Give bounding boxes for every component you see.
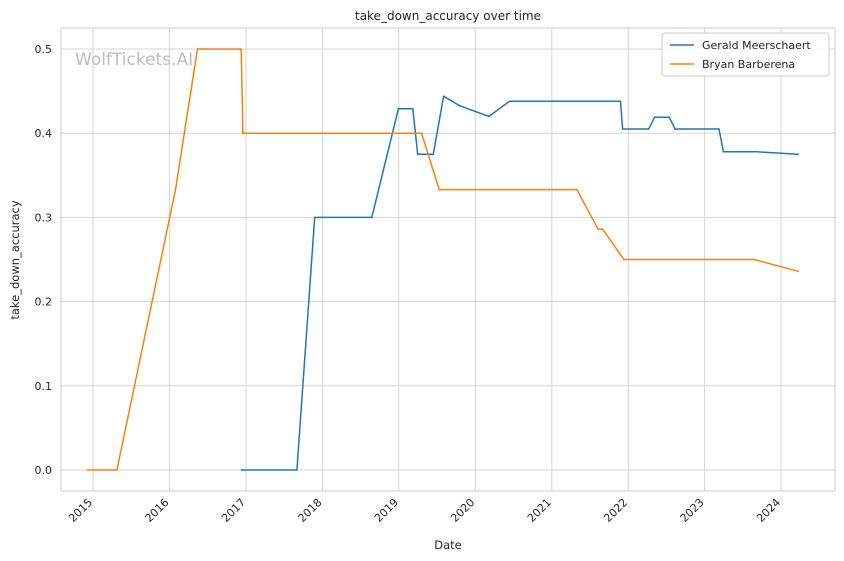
data-point-gerald-meerschaert bbox=[397, 108, 400, 110]
legend-label-bryan-barberena: Bryan Barberena bbox=[702, 58, 795, 71]
data-point-gerald-meerschaert bbox=[371, 216, 373, 219]
data-point-gerald-meerschaert bbox=[722, 150, 725, 153]
x-tick-label: 2024 bbox=[754, 496, 783, 525]
data-point-gerald-meerschaert bbox=[647, 128, 650, 130]
legend-box bbox=[661, 32, 830, 77]
data-point-gerald-meerschaert bbox=[296, 469, 298, 471]
x-tick-labels: 2015 2016 2017 2018 2019 2020 2021 2022 2023 2024 bbox=[66, 496, 783, 525]
data-point-bryan-barberena bbox=[797, 270, 799, 273]
data-point-bryan-barberena bbox=[438, 188, 441, 191]
data-point-bryan-barberena bbox=[753, 258, 755, 261]
data-point-bryan-barberena bbox=[242, 132, 244, 135]
data-point-bryan-barberena bbox=[420, 132, 423, 135]
y-tick-label: 0.0 bbox=[35, 464, 53, 477]
data-point-gerald-meerschaert bbox=[240, 469, 243, 471]
data-point-bryan-barberena bbox=[174, 188, 177, 191]
x-tick-label: 2017 bbox=[219, 496, 248, 525]
data-point-bryan-barberena bbox=[86, 469, 89, 471]
data-point-gerald-meerschaert bbox=[442, 95, 445, 97]
x-tick-label: 2015 bbox=[66, 496, 95, 525]
y-axis-label: take_down_accuracy bbox=[8, 200, 22, 319]
series-layer bbox=[86, 48, 799, 471]
data-point-gerald-meerschaert bbox=[621, 128, 624, 130]
data-point-gerald-meerschaert bbox=[718, 128, 720, 130]
data-point-gerald-meerschaert bbox=[797, 153, 799, 156]
data-point-gerald-meerschaert bbox=[754, 150, 757, 153]
series-line-gerald-meerschaert bbox=[241, 95, 799, 471]
x-axis-label: Date bbox=[434, 538, 462, 552]
y-tick-labels: 0.0 0.1 0.2 0.3 0.4 0.5 bbox=[35, 43, 53, 477]
y-tick-label: 0.3 bbox=[35, 211, 53, 224]
data-point-gerald-meerschaert bbox=[674, 128, 676, 130]
y-tick-label: 0.4 bbox=[35, 127, 53, 140]
y-tick-label: 0.5 bbox=[35, 43, 53, 56]
data-point-gerald-meerschaert bbox=[619, 100, 622, 103]
data-point-bryan-barberena bbox=[240, 48, 243, 50]
data-point-bryan-barberena bbox=[576, 188, 578, 191]
x-tick-label: 2019 bbox=[372, 496, 401, 525]
data-point-gerald-meerschaert bbox=[313, 216, 316, 219]
legend-label-gerald-meerschaert: Gerald Meerschaert bbox=[702, 39, 811, 52]
data-point-bryan-barberena bbox=[601, 228, 604, 230]
data-point-bryan-barberena bbox=[196, 48, 199, 50]
x-tick-label: 2023 bbox=[678, 496, 707, 525]
x-tick-label: 2021 bbox=[525, 496, 554, 525]
data-point-bryan-barberena bbox=[597, 228, 599, 230]
watermark: WolfTickets.AI bbox=[75, 50, 193, 70]
data-point-gerald-meerschaert bbox=[488, 115, 490, 118]
data-point-gerald-meerschaert bbox=[432, 153, 435, 156]
data-point-gerald-meerschaert bbox=[416, 153, 419, 156]
data-point-bryan-barberena bbox=[623, 258, 625, 261]
x-tick-label: 2020 bbox=[448, 496, 477, 525]
series-line-bryan-barberena bbox=[87, 48, 799, 471]
data-point-gerald-meerschaert bbox=[668, 116, 671, 119]
data-point-gerald-meerschaert bbox=[653, 116, 656, 119]
data-point-gerald-meerschaert bbox=[508, 100, 511, 103]
chart-title: take_down_accuracy over time bbox=[355, 9, 541, 23]
y-tick-label: 0.1 bbox=[35, 380, 53, 393]
data-point-gerald-meerschaert bbox=[458, 104, 460, 107]
x-tick-label: 2022 bbox=[601, 496, 630, 525]
data-point-gerald-meerschaert bbox=[412, 108, 414, 110]
data-point-bryan-barberena bbox=[116, 469, 118, 471]
x-tick-label: 2016 bbox=[143, 496, 172, 525]
x-tick-label: 2018 bbox=[296, 496, 325, 525]
y-tick-label: 0.2 bbox=[35, 296, 53, 309]
legend: Gerald Meerschaert Bryan Barberena bbox=[661, 32, 830, 77]
